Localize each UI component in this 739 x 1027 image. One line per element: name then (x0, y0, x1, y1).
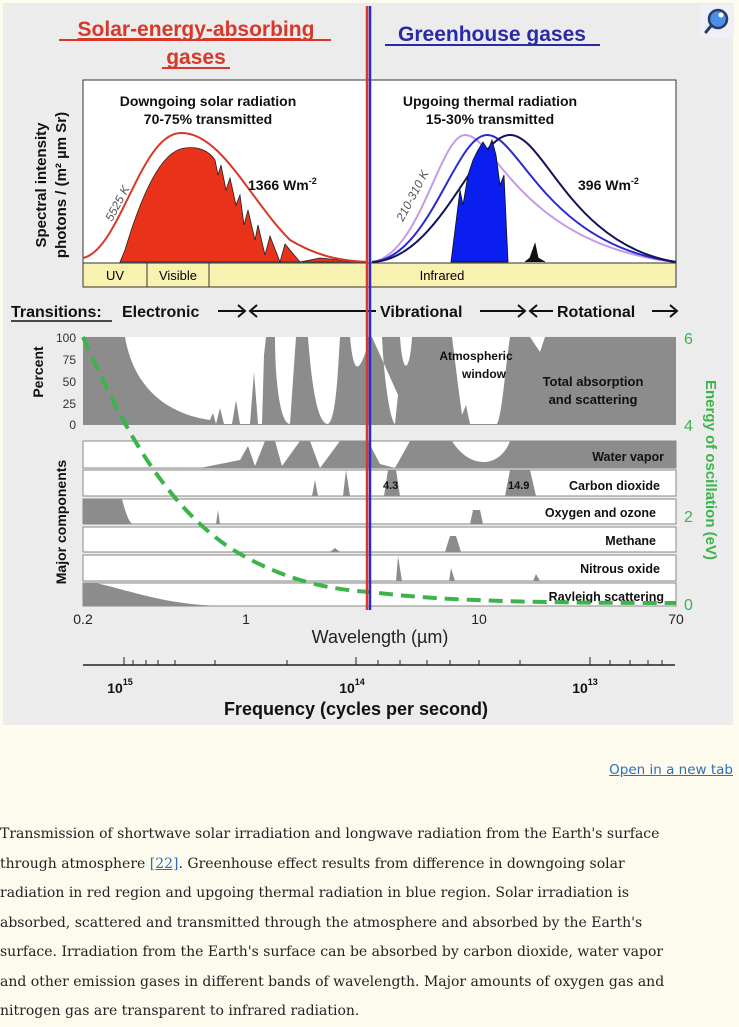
frequency-axis-label: Frequency (cycles per second) (224, 699, 488, 719)
component-methane: Methane (605, 534, 656, 548)
total-absorption-2: and scattering (549, 392, 638, 407)
svg-text:70: 70 (668, 611, 684, 627)
atmospheric-window-1: Atmospheric (439, 349, 513, 363)
svg-text:25: 25 (63, 397, 77, 411)
transition-rotational: Rotational (557, 304, 635, 321)
energy-axis-label: Energy of oscillation (eV) (702, 380, 719, 560)
svg-text:6: 6 (684, 331, 693, 348)
band-uv: UV (106, 268, 124, 283)
svg-text:1015: 1015 (107, 677, 133, 696)
band-strip (82, 262, 677, 288)
thermal-label-1: Upgoing thermal radiation (403, 93, 577, 109)
solar-flux: 1366 Wm-2 (248, 176, 317, 193)
open-in-new-tab-link[interactable]: Open in a new tab (609, 762, 733, 778)
percent-ticks: 100 75 50 25 0 (56, 331, 76, 432)
solar-label-2: 70-75% transmitted (144, 111, 272, 127)
figure-image: Solar-energy-absorbing gases Greenhouse … (3, 3, 733, 725)
solar-spectrum-fill (119, 147, 361, 264)
solar-blackbody-curve (82, 131, 369, 263)
solar-label-1: Downgoing solar radiation (120, 93, 297, 109)
svg-text:2: 2 (684, 509, 693, 526)
transition-arrows (218, 304, 679, 318)
svg-text:100: 100 (56, 331, 76, 345)
wavelength-ticks: 0.2 1 10 70 (73, 611, 684, 627)
band-infrared: Infrared (420, 268, 465, 283)
thermal-spectrum-fill (450, 138, 509, 263)
frequency-ticks: 1015 1014 1013 (107, 677, 598, 696)
transition-vibrational: Vibrational (380, 304, 462, 321)
component-nitrous-oxide: Nitrous oxide (580, 562, 660, 576)
title-greenhouse-gases: Greenhouse gases (398, 23, 586, 46)
svg-text:0: 0 (69, 418, 76, 432)
component-carbon-dioxide: Carbon dioxide (569, 479, 660, 493)
zoom-image-button[interactable] (700, 4, 734, 38)
svg-text:4: 4 (684, 418, 693, 435)
svg-text:50: 50 (63, 375, 77, 389)
thermal-label-2: 15-30% transmitted (426, 111, 554, 127)
energy-ticks: 6 4 2 0 (684, 331, 693, 614)
energy-of-oscillation-curve (81, 336, 677, 605)
major-components-label: Major components (53, 460, 69, 585)
thermal-curve-warm (371, 133, 677, 263)
atmospheric-window-2: window (461, 367, 507, 381)
figure-caption: Transmission of shortwave solar irradiat… (0, 826, 665, 1019)
band-visible: Visible (159, 268, 197, 283)
transitions-label: Transitions: (11, 304, 102, 321)
component-water-vapor: Water vapor (592, 450, 664, 464)
co2-peak-14-9: 14.9 (508, 480, 529, 492)
svg-text:0.2: 0.2 (73, 611, 93, 627)
reference-link[interactable]: [22] (149, 855, 179, 872)
title-solar-absorbing: Solar-energy-absorbing (78, 18, 315, 41)
y-label-spectral-2: photons / (m² µm Sr) (53, 112, 70, 258)
component-oxygen-ozone: Oxygen and ozone (545, 506, 656, 520)
component-rows (82, 440, 677, 607)
svg-text:0: 0 (684, 597, 693, 614)
svg-text:1013: 1013 (572, 677, 598, 696)
thermal-curve-cold (371, 133, 677, 263)
y-label-spectral-1: Spectral intensity (33, 122, 50, 248)
spectrum-figure: Solar-energy-absorbing gases Greenhouse … (11, 6, 719, 719)
percent-label: Percent (30, 346, 46, 398)
svg-text:1: 1 (242, 611, 250, 627)
magnifier-icon (704, 8, 729, 34)
transmission-windows (125, 337, 545, 424)
total-absorption-1: Total absorption (543, 374, 644, 389)
wavelength-axis-label: Wavelength (µm) (312, 627, 449, 647)
svg-text:1014: 1014 (339, 677, 365, 696)
thermal-flux: 396 Wm-2 (578, 176, 639, 193)
thermal-curve-mid (371, 133, 677, 263)
title-solar-absorbing-2: gases (166, 46, 226, 69)
svg-text:75: 75 (63, 353, 77, 367)
svg-text:10: 10 (471, 611, 487, 627)
transition-electronic: Electronic (122, 304, 199, 321)
co2-peak-4-3: 4.3 (383, 480, 398, 492)
